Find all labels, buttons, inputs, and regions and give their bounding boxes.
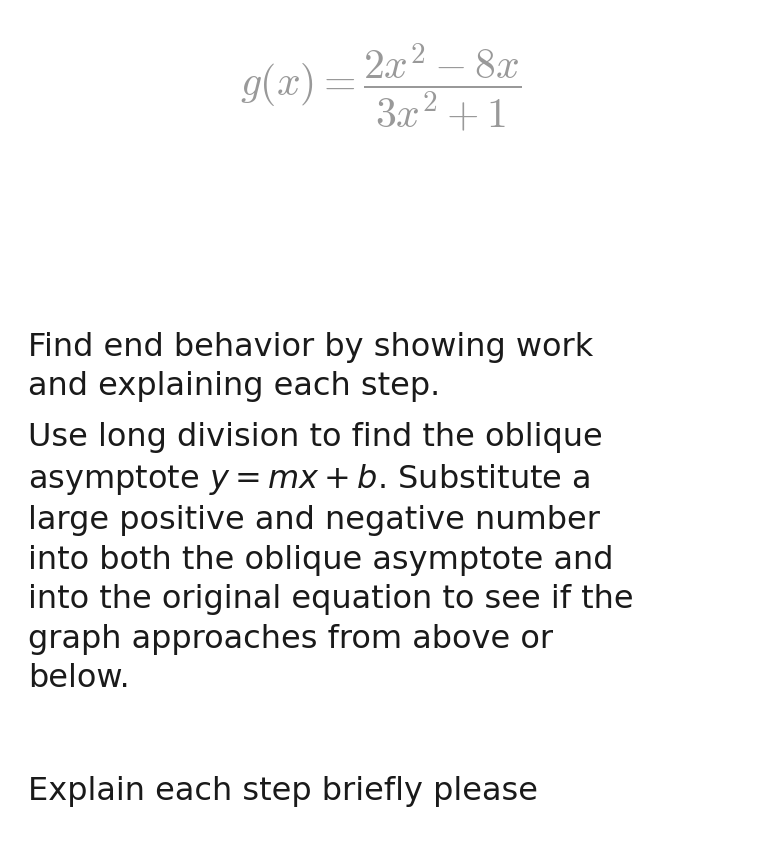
- Text: $g(x) = \dfrac{2x^2 - 8x}{3x^2 + 1}$: $g(x) = \dfrac{2x^2 - 8x}{3x^2 + 1}$: [240, 42, 522, 134]
- Text: Explain each step briefly please: Explain each step briefly please: [28, 775, 538, 806]
- Text: Use long division to find the oblique
asymptote $y = \mathit{mx} + \mathit{b}$. : Use long division to find the oblique as…: [28, 422, 633, 693]
- Text: Find end behavior by showing work
and explaining each step.: Find end behavior by showing work and ex…: [28, 331, 594, 402]
